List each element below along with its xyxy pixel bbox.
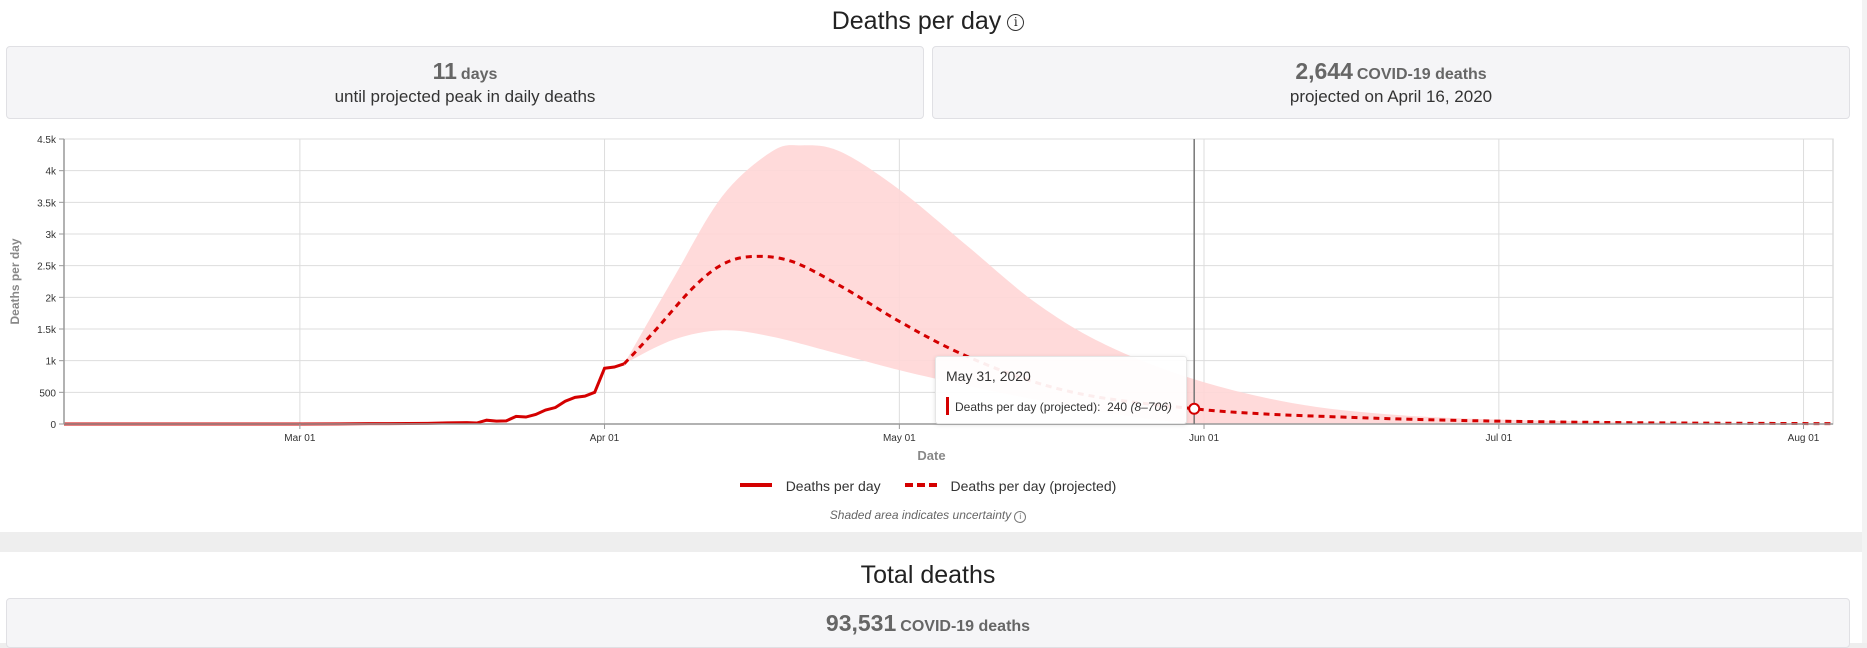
- y-tick-label: 2.5k: [37, 262, 57, 273]
- tooltip-value: 240: [1107, 400, 1128, 414]
- total-deaths-unit: COVID-19 deaths: [900, 618, 1031, 635]
- x-tick-label: May 01: [883, 433, 916, 444]
- tooltip-range: (8–706): [1130, 400, 1172, 414]
- deaths-per-day-title: Deaths per day i: [0, 6, 1856, 36]
- peak-deaths-value: 2,644: [1295, 58, 1353, 84]
- legend-label-projected: Deaths per day (projected): [950, 478, 1117, 494]
- hover-point: [1188, 402, 1201, 415]
- page-scrollbar[interactable]: [1862, 0, 1867, 643]
- y-tick-label: 2k: [45, 293, 57, 304]
- deaths-per-day-chart[interactable]: 0 500 1k 1.5k 2k 2.5k 3k 3.5k 4k 4.5k Mar 01 Apr 01…: [0, 128, 1856, 468]
- uncertainty-note: Shaded area indicates uncertainty i: [0, 508, 1856, 523]
- x-tick-label: Apr 01: [590, 433, 620, 444]
- legend-label-actual: Deaths per day: [785, 478, 881, 494]
- y-tick-label: 1.5k: [37, 325, 57, 336]
- deaths-per-day-title-text: Deaths per day: [831, 7, 1002, 35]
- legend-swatch-solid: [739, 483, 772, 487]
- peak-days-value: 11: [432, 58, 457, 84]
- total-deaths-value: 93,531: [825, 610, 897, 636]
- peak-days-unit: days: [460, 66, 498, 83]
- legend-swatch-dashed: [904, 483, 937, 487]
- y-axis-label: Deaths per day: [8, 238, 22, 324]
- x-axis-label: Date: [917, 448, 945, 463]
- series-line-projected: [623, 254, 1834, 426]
- y-tick-label: 1k: [45, 357, 57, 368]
- tooltip-date: May 31, 2020: [946, 368, 1031, 384]
- x-tick-label: Aug 01: [1788, 433, 1820, 444]
- total-deaths-title: Total deaths: [860, 561, 996, 589]
- y-tick-label: 4.5k: [37, 135, 57, 146]
- tooltip-series: Deaths per day (projected):: [955, 400, 1101, 414]
- series-line-actual: [64, 362, 625, 426]
- y-tick-label: 4k: [45, 167, 57, 178]
- y-tick-label: 3.5k: [37, 198, 57, 209]
- uncertainty-band: [624, 145, 1833, 425]
- info-icon[interactable]: i: [1007, 14, 1025, 31]
- chart-tooltip: May 31, 2020 Deaths per day (projected):…: [935, 356, 1187, 424]
- x-tick-label: Mar 01: [284, 433, 316, 444]
- tooltip-row: Deaths per day (projected): 240 (8–706): [946, 397, 1172, 415]
- uncertainty-note-text: Shaded area indicates uncertainty: [829, 508, 1012, 522]
- peak-days-caption: until projected peak in daily deaths: [334, 87, 596, 106]
- x-tick-label: Jul 01: [1486, 433, 1513, 444]
- legend-item-actual[interactable]: Deaths per day: [739, 478, 881, 494]
- peak-deaths-card: 2,644 COVID-19 deaths projected on April …: [932, 46, 1850, 119]
- tooltip-series-marker: [946, 397, 949, 415]
- y-tick-label: 3k: [45, 230, 57, 241]
- y-tick-label: 500: [39, 388, 56, 399]
- x-tick-label: Jun 01: [1189, 433, 1219, 444]
- legend-item-projected[interactable]: Deaths per day (projected): [904, 478, 1117, 494]
- total-deaths-card: 93,531 COVID-19 deaths: [6, 598, 1850, 648]
- y-tick-label: 0: [50, 420, 56, 431]
- peak-deaths-unit: COVID-19 deaths: [1356, 66, 1487, 83]
- uncertainty-info-icon[interactable]: i: [1014, 511, 1027, 523]
- chart-legend: Deaths per day Deaths per day (projected…: [0, 478, 1856, 494]
- peak-days-card: 11 days until projected peak in daily dea…: [6, 46, 924, 119]
- peak-deaths-caption: projected on April 16, 2020: [1289, 87, 1493, 106]
